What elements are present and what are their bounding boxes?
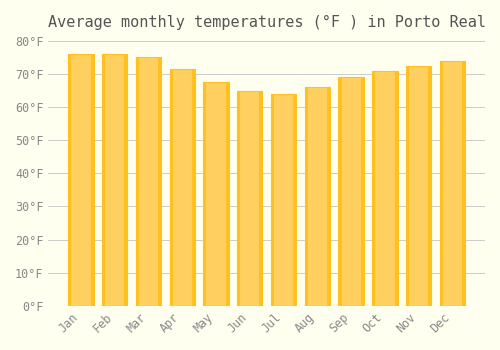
Bar (440, 61, 443, 306)
Bar (124, 54, 128, 306)
Bar (170, 69, 172, 306)
Bar (158, 57, 161, 306)
Bar (304, 87, 308, 306)
Bar (372, 71, 398, 306)
Bar (293, 94, 296, 306)
Bar (338, 77, 364, 306)
Bar (68, 54, 71, 306)
Bar (271, 94, 296, 306)
Bar (102, 54, 128, 306)
Bar (406, 66, 431, 306)
Bar (440, 61, 465, 306)
Bar (428, 66, 432, 306)
Bar (90, 54, 94, 306)
Bar (462, 61, 465, 306)
Bar (271, 94, 274, 306)
Bar (260, 91, 262, 306)
Title: Average monthly temperatures (°F ) in Porto Real: Average monthly temperatures (°F ) in Po… (48, 15, 486, 30)
Bar (406, 66, 409, 306)
Bar (226, 82, 228, 306)
Bar (204, 82, 206, 306)
Bar (361, 77, 364, 306)
Bar (338, 77, 342, 306)
Bar (237, 91, 262, 306)
Bar (394, 71, 398, 306)
Bar (237, 91, 240, 306)
Bar (204, 82, 229, 306)
Bar (68, 54, 94, 306)
Bar (304, 87, 330, 306)
Bar (327, 87, 330, 306)
Bar (136, 57, 139, 306)
Bar (102, 54, 105, 306)
Bar (192, 69, 195, 306)
Bar (372, 71, 376, 306)
Bar (136, 57, 161, 306)
Bar (170, 69, 195, 306)
